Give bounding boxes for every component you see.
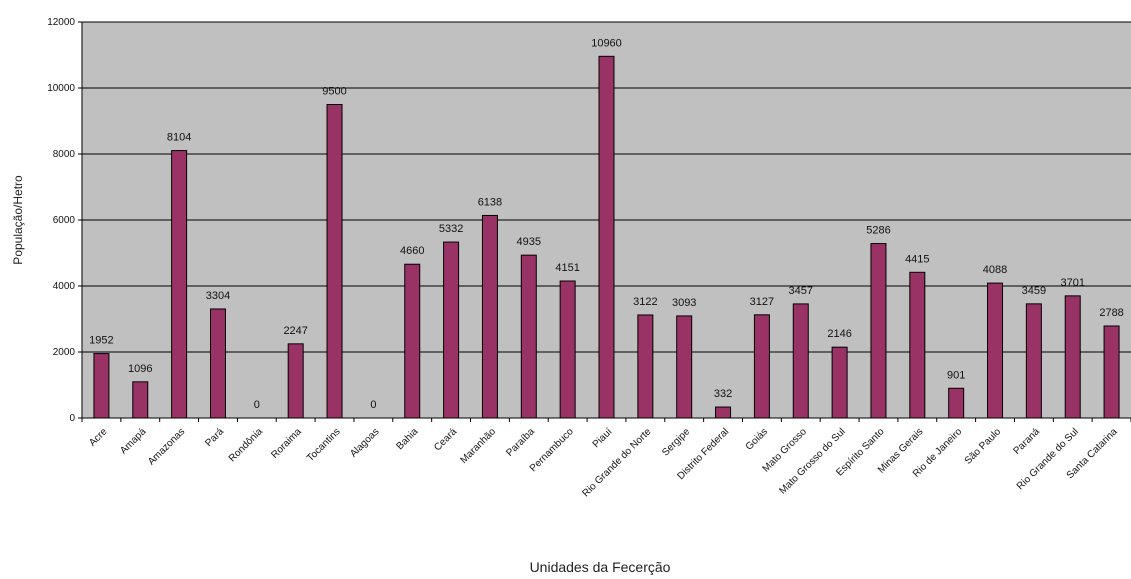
bar	[209, 308, 226, 419]
bar	[831, 346, 848, 419]
x-axis-label: Unidades da Fecerção	[530, 559, 671, 575]
bar	[1103, 325, 1120, 419]
data-label: 3701	[1060, 277, 1084, 289]
bar	[171, 150, 188, 419]
bar	[987, 282, 1004, 419]
x-tick-label: Amapá	[118, 426, 148, 456]
bar	[520, 254, 537, 419]
data-label: 2788	[1099, 307, 1123, 319]
x-tick-label: Rondônia	[227, 426, 265, 464]
bar	[598, 55, 615, 419]
data-label: 3093	[672, 297, 696, 309]
data-label: 2247	[283, 325, 307, 337]
bar	[753, 314, 770, 419]
data-label: 2146	[827, 328, 851, 340]
data-label: 9500	[322, 86, 346, 98]
y-axis-ticks: 0 2000 4000 6000 8000 10000 12000	[47, 17, 82, 424]
bar	[1064, 295, 1081, 419]
y-tick-label: 8000	[53, 149, 76, 160]
data-label: 5332	[439, 223, 463, 235]
x-tick-label: Paraná	[1011, 426, 1042, 457]
data-label: 4151	[555, 262, 579, 274]
data-label: 3127	[750, 296, 774, 308]
y-tick-label: 0	[69, 413, 75, 424]
bar	[870, 243, 887, 419]
y-tick-label: 4000	[53, 281, 76, 292]
data-label: 3457	[789, 285, 813, 297]
bars	[93, 55, 1120, 419]
x-tick-label: Piauí	[591, 426, 615, 450]
data-label: 4935	[517, 236, 541, 248]
bar	[287, 343, 304, 419]
data-labels: 1952 1096 8104 3304 0 2247 9500 0 4660 5332 6138 49…	[89, 37, 1124, 411]
data-label: 0	[370, 399, 376, 411]
y-tick-label: 10000	[47, 83, 75, 94]
data-label: 5286	[866, 225, 890, 237]
bar	[948, 387, 965, 419]
x-tick-label: Rio Grande do Norte	[580, 426, 653, 499]
x-tick-label: Goiás	[744, 426, 770, 452]
y-tick-label: 12000	[47, 17, 75, 28]
x-tick-label: Maranhão	[458, 426, 498, 466]
bar	[404, 263, 421, 419]
data-label: 10960	[591, 37, 622, 49]
x-tick-label: Alagoas	[348, 426, 381, 459]
bar	[909, 271, 926, 419]
bar	[132, 381, 149, 419]
data-label: 0	[254, 399, 260, 411]
y-axis-label: População/Hetro	[11, 175, 25, 265]
x-tick-label: Sergipe	[660, 426, 692, 458]
x-tick-label: Ceará	[432, 426, 459, 453]
data-label: 3122	[633, 296, 657, 308]
data-label: 332	[714, 388, 732, 400]
data-label: 4088	[983, 264, 1007, 276]
data-label: 8104	[167, 132, 191, 144]
x-tick-label: Acre	[87, 426, 110, 449]
bar	[637, 314, 654, 419]
y-tick-label: 6000	[53, 215, 76, 226]
bar	[481, 214, 498, 419]
data-label: 6138	[478, 196, 502, 208]
x-tick-label: Tocantins	[305, 426, 343, 464]
bar	[792, 303, 809, 419]
data-label: 3304	[206, 290, 230, 302]
x-tick-label: Paraíba	[504, 426, 537, 459]
bar	[326, 104, 343, 419]
data-label: 3459	[1022, 285, 1046, 297]
x-tick-label: Mato Grosso do Sul	[777, 426, 847, 496]
data-label: 4660	[400, 245, 424, 257]
x-tick-label: Pará	[203, 426, 226, 449]
bar	[715, 406, 732, 419]
data-label: 901	[947, 369, 965, 381]
bar	[559, 280, 576, 419]
x-tick-label: Roraima	[269, 426, 304, 461]
bar	[93, 353, 110, 419]
data-label: 1096	[128, 363, 152, 375]
data-label: 4415	[905, 253, 929, 265]
y-tick-label: 2000	[53, 347, 76, 358]
x-tick-label: Amazonas	[146, 426, 187, 467]
bar	[443, 241, 460, 419]
x-tick-label: Bahia	[394, 426, 420, 452]
bar	[1025, 303, 1042, 419]
x-tick-label: São Paulo	[963, 426, 1004, 467]
data-label: 1952	[89, 335, 113, 347]
bar	[676, 315, 693, 419]
